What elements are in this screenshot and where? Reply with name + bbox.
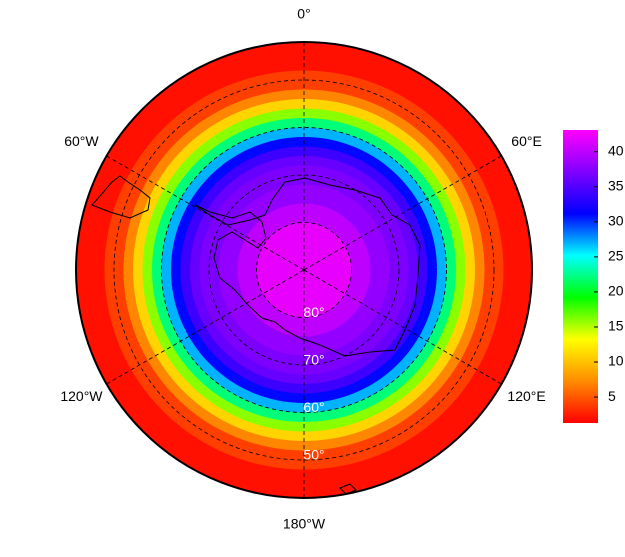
- colorbar-tick-label: 15: [608, 318, 624, 334]
- labels: 80° 70° 60° 50° 0° 60°E 60°W 120°E 120°W 180°W: [60, 6, 545, 532]
- lat-label: 80°: [303, 304, 324, 320]
- coastline: [91, 175, 421, 495]
- lat-line: [113, 79, 495, 461]
- colorbar: 5 10 15 20 25 30 35 40: [563, 130, 624, 423]
- lon-line: [303, 155, 502, 271]
- colorbar-tick-label: 40: [608, 142, 624, 158]
- lat-label: 70°: [303, 352, 324, 368]
- lon-label: 180°W: [283, 516, 326, 532]
- colorbar-tick-label: 5: [608, 388, 616, 404]
- colorbar-tick-label: 35: [608, 177, 624, 193]
- lat-label: 60°: [303, 399, 324, 415]
- lat-label: 50°: [303, 447, 324, 463]
- lat-line: [256, 222, 352, 318]
- colorbar-tick-label: 30: [608, 213, 624, 229]
- lon-label: 0°: [297, 6, 310, 22]
- lon-line: [106, 155, 305, 271]
- lon-label: 60°W: [64, 133, 99, 149]
- graticule: [106, 42, 502, 498]
- lon-label: 60°E: [511, 133, 542, 149]
- colorbar-scale: [563, 130, 598, 423]
- lon-line: [106, 269, 305, 385]
- map-boundary: [75, 41, 533, 499]
- colorbar-tick-label: 10: [608, 353, 624, 369]
- lat-line: [161, 127, 447, 413]
- colorbar-tick-label: 25: [608, 248, 624, 264]
- lon-label: 120°W: [60, 388, 103, 404]
- lon-line: [303, 269, 502, 385]
- lon-label: 120°E: [507, 388, 545, 404]
- colorbar-tick-label: 20: [608, 283, 624, 299]
